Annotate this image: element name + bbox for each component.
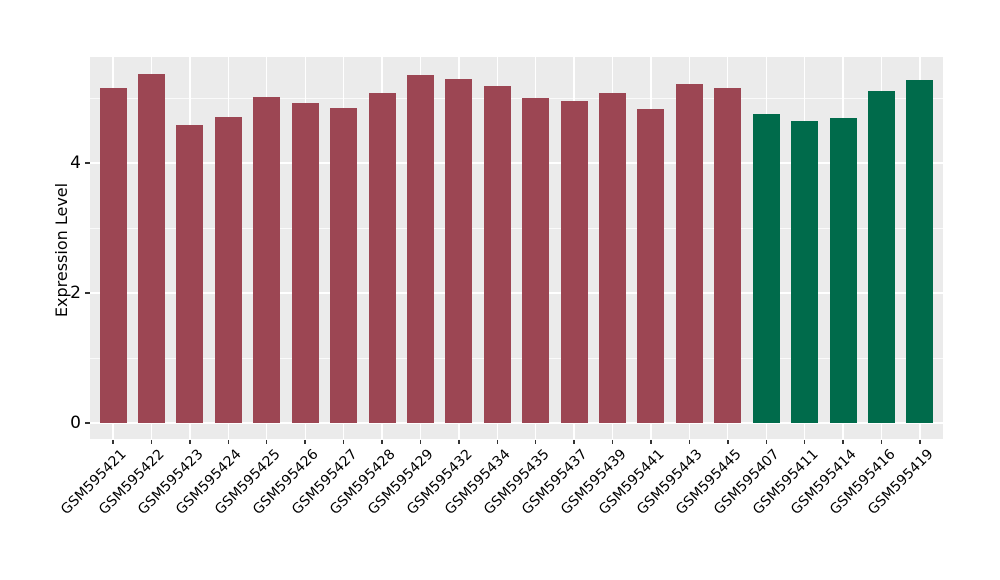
bar-GSM595425	[253, 97, 281, 423]
x-axis-tick	[842, 439, 844, 444]
bar-GSM595445	[714, 88, 742, 423]
bar-GSM595429	[406, 75, 434, 423]
x-axis-tick	[727, 439, 729, 444]
y-axis-tick	[84, 422, 90, 424]
bar-GSM595441	[637, 109, 665, 423]
gridline-minor	[90, 97, 943, 99]
bar-GSM595419	[906, 79, 934, 423]
bar-GSM595421	[99, 87, 127, 423]
x-axis-tick	[227, 439, 230, 444]
bar-GSM595434	[483, 86, 511, 423]
x-axis-tick	[650, 439, 652, 444]
bar-GSM595437	[560, 101, 588, 423]
bar-GSM595435	[522, 98, 550, 423]
x-axis-tick	[419, 439, 422, 444]
x-axis-tick	[112, 439, 114, 444]
gridline-minor	[90, 357, 943, 359]
bar-GSM595424	[214, 116, 242, 423]
y-axis-tick	[84, 162, 90, 164]
y-tick-label: 0	[70, 413, 81, 433]
y-tick-label: 4	[70, 153, 81, 173]
x-axis-tick	[765, 439, 767, 444]
gridline-major	[90, 292, 943, 294]
x-axis-tick	[342, 439, 345, 444]
x-axis-tick	[150, 439, 153, 444]
x-axis-tick	[496, 439, 499, 444]
bar-GSM595407	[752, 113, 780, 423]
x-axis-tick	[803, 439, 806, 444]
bar-GSM595416	[868, 90, 896, 423]
gridline-major	[90, 162, 943, 164]
x-axis-tick	[688, 439, 691, 444]
x-axis-tick	[458, 439, 460, 444]
x-axis-tick	[573, 439, 575, 444]
x-axis-tick	[381, 439, 383, 444]
bar-GSM595426	[291, 102, 319, 423]
bar-GSM595422	[137, 73, 165, 423]
bar-GSM595439	[599, 93, 627, 423]
y-tick-label: 2	[70, 283, 81, 303]
bar-GSM595411	[791, 120, 819, 423]
bar-GSM595414	[829, 117, 857, 423]
x-axis-tick	[880, 439, 883, 444]
x-axis-tick	[919, 439, 921, 444]
bar-GSM595423	[176, 125, 204, 423]
bar-GSM595428	[368, 92, 396, 423]
x-axis-tick	[265, 439, 268, 444]
plot-panel	[90, 57, 943, 439]
y-axis-tick	[84, 292, 90, 294]
y-axis-title: Expression Level	[52, 182, 71, 318]
x-axis-tick	[304, 439, 306, 444]
x-axis-tick	[611, 439, 614, 444]
bar-GSM595432	[445, 79, 473, 423]
bar-GSM595427	[330, 108, 358, 423]
gridline-minor	[90, 227, 943, 229]
gridline-major	[90, 422, 943, 424]
x-axis-tick	[534, 439, 537, 444]
bar-GSM595443	[675, 84, 703, 423]
x-axis-tick	[189, 439, 191, 444]
